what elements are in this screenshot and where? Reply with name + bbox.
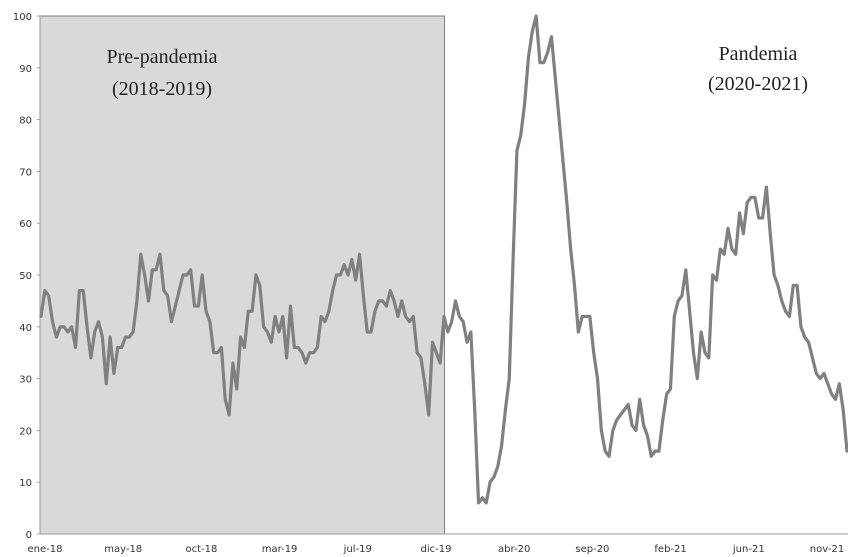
y-tick-label: 70: [19, 167, 32, 178]
shaded-pre-pandemia-region: [39, 15, 445, 535]
y-tick-label: 50: [19, 271, 32, 282]
x-tick-label: sep-20: [575, 544, 609, 555]
x-tick-label: jul-19: [343, 544, 372, 555]
x-tick-label: feb-21: [654, 544, 686, 555]
y-tick-label: 20: [19, 426, 32, 437]
annotation-pre-pandemia-line2: (2018-2019): [112, 78, 212, 100]
x-tick-label: oct-18: [185, 544, 217, 555]
y-tick-label: 40: [19, 323, 32, 334]
series-line: [39, 14, 848, 505]
y-tick-labels: 0 10 20 30 40 50 60 70 80 90 100: [13, 12, 40, 541]
y-tick-label: 90: [19, 64, 32, 75]
annotation-pandemia-line2: (2020-2021): [708, 73, 808, 95]
x-tick-label: ene-18: [28, 544, 63, 555]
x-tick-label: nov-21: [810, 544, 844, 555]
annotation-pandemia-line1: Pandemia: [719, 43, 798, 65]
x-tick-label: abr-20: [498, 544, 530, 555]
x-tick-labels: ene-18 may-18 oct-18 mar-19 jul-19 dic-19 abr-…: [28, 544, 845, 555]
y-tick-label: 80: [19, 116, 32, 127]
x-tick-label: dic-19: [421, 544, 452, 555]
y-tick-label: 0: [26, 530, 32, 541]
y-tick-label: 60: [19, 219, 32, 230]
y-tick-label: 10: [19, 478, 32, 489]
y-tick-label: 30: [19, 375, 32, 386]
annotation-pre-pandemia-line1: Pre-pandemia: [106, 46, 217, 68]
y-tick-label: 100: [13, 12, 32, 23]
x-tick-label: mar-19: [262, 544, 298, 555]
x-tick-label: jun-21: [732, 544, 765, 555]
x-tick-label: may-18: [104, 544, 142, 555]
